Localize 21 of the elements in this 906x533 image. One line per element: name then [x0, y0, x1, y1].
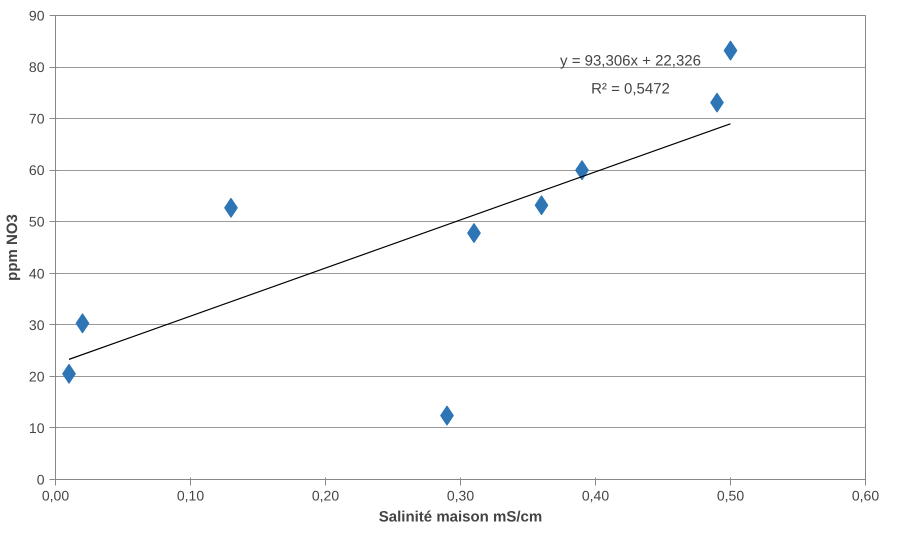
- y-tick-label: 60: [28, 162, 45, 178]
- x-tick-label: 0,00: [42, 488, 70, 504]
- x-tick-label: 0,60: [852, 488, 880, 504]
- x-tick-label: 0,50: [716, 488, 744, 504]
- x-axis-title: Salinité maison mS/cm: [378, 508, 542, 526]
- y-tick-label: 10: [28, 420, 45, 436]
- y-tick-label: 30: [28, 316, 45, 333]
- annotation: y = 93,306x + 22,326: [560, 52, 701, 70]
- x-tick-label: 0,30: [446, 488, 474, 504]
- x-tick-label: 0,40: [582, 488, 610, 504]
- y-tick-label: 20: [28, 368, 45, 384]
- y-tick-label: 40: [28, 265, 45, 282]
- x-tick-label: 0,20: [312, 488, 340, 504]
- x-tick-label: 0,10: [176, 488, 204, 504]
- y-tick-label: 50: [28, 214, 45, 230]
- y-tick-label: 70: [28, 110, 45, 127]
- y-tick-label: 0: [36, 472, 45, 488]
- y-axis-title: ppm NO3: [4, 214, 21, 281]
- y-tick-label: 80: [28, 59, 45, 76]
- annotation: R² = 0,5472: [591, 80, 670, 98]
- y-tick-label: 90: [28, 8, 45, 24]
